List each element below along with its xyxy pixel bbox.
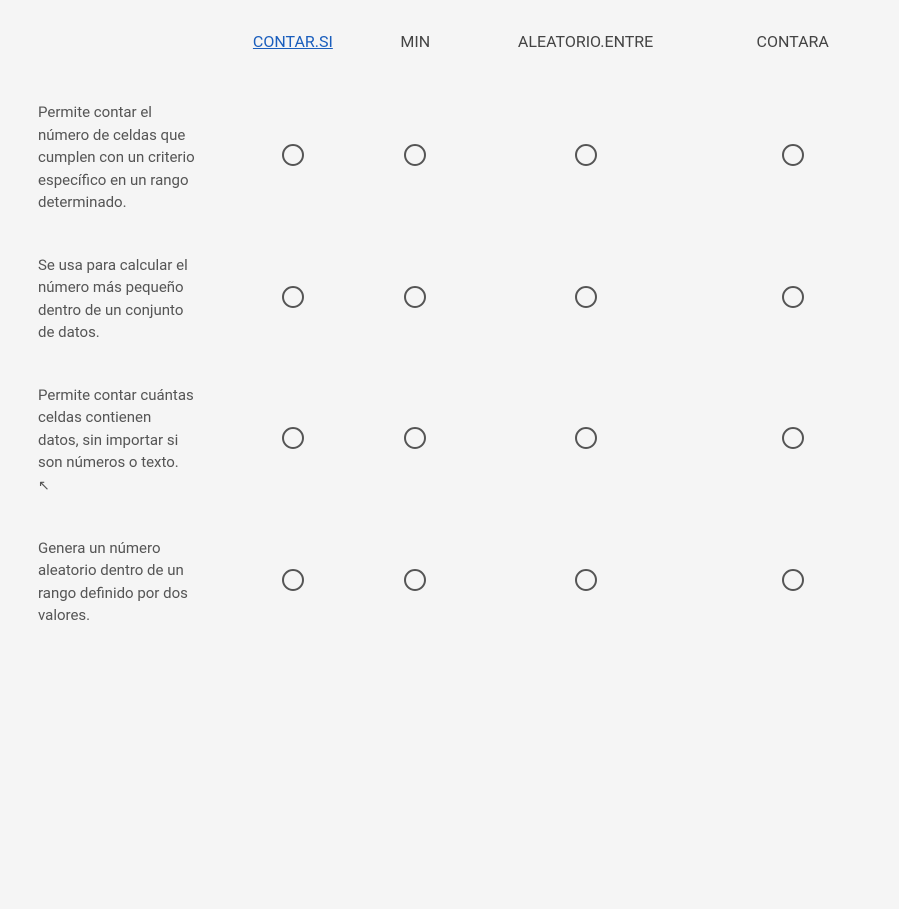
radio-option[interactable] [282, 144, 304, 166]
cursor-icon: ↖ [38, 476, 50, 497]
column-header-contara: CONTARA [716, 20, 869, 81]
radio-cell [376, 234, 455, 364]
question-row: Permite contar cuántas celdas contienen … [30, 364, 869, 517]
radio-option[interactable] [404, 286, 426, 308]
radio-cell [455, 517, 717, 647]
radio-cell [455, 81, 717, 234]
radio-cell [376, 364, 455, 517]
radio-cell [376, 517, 455, 647]
radio-option[interactable] [575, 144, 597, 166]
question-description: Permite contar cuántas celdas contienen … [30, 364, 210, 517]
radio-cell [716, 81, 869, 234]
radio-option[interactable] [282, 427, 304, 449]
question-description: Genera un número aleatorio dentro de un … [30, 517, 210, 647]
question-text: Permite contar cuántas celdas contienen … [38, 386, 194, 472]
question-matrix-table: CONTAR.SI MIN ALEATORIO.ENTRE CONTARA Pe… [30, 20, 869, 647]
empty-header-cell [30, 20, 210, 81]
radio-option[interactable] [404, 144, 426, 166]
column-header-aleatorio-entre: ALEATORIO.ENTRE [455, 20, 717, 81]
radio-cell [210, 517, 376, 647]
radio-option[interactable] [575, 286, 597, 308]
radio-cell [716, 364, 869, 517]
question-row: Se usa para calcular el número más peque… [30, 234, 869, 364]
question-row: Permite contar el número de celdas que c… [30, 81, 869, 234]
radio-cell [210, 81, 376, 234]
radio-option[interactable] [782, 286, 804, 308]
column-header-contar-si[interactable]: CONTAR.SI [210, 20, 376, 81]
radio-option[interactable] [782, 144, 804, 166]
radio-cell [455, 234, 717, 364]
radio-option[interactable] [782, 427, 804, 449]
question-description: Permite contar el número de celdas que c… [30, 81, 210, 234]
radio-option[interactable] [404, 427, 426, 449]
column-header-min: MIN [376, 20, 455, 81]
radio-option[interactable] [282, 286, 304, 308]
radio-option[interactable] [404, 569, 426, 591]
radio-cell [376, 81, 455, 234]
question-row: Genera un número aleatorio dentro de un … [30, 517, 869, 647]
radio-option[interactable] [575, 569, 597, 591]
radio-cell [716, 517, 869, 647]
radio-option[interactable] [282, 569, 304, 591]
radio-option[interactable] [782, 569, 804, 591]
radio-cell [210, 234, 376, 364]
radio-cell [716, 234, 869, 364]
column-headers-row: CONTAR.SI MIN ALEATORIO.ENTRE CONTARA [30, 20, 869, 81]
question-description: Se usa para calcular el número más peque… [30, 234, 210, 364]
radio-cell [210, 364, 376, 517]
radio-option[interactable] [575, 427, 597, 449]
radio-cell [455, 364, 717, 517]
